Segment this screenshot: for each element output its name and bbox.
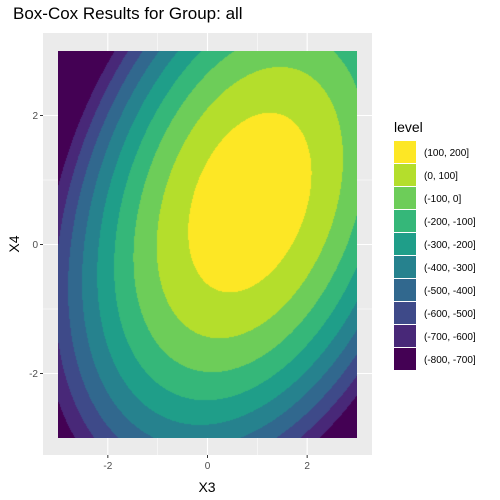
legend-swatch	[394, 256, 416, 278]
x-tick-label: 2	[304, 461, 310, 472]
x-tick-label: 0	[205, 461, 211, 472]
legend-label: (-300, -200]	[424, 240, 476, 251]
legend: level (100, 200] (0, 100] (-100, 0] (-200, …	[394, 119, 476, 370]
legend-title: level	[394, 119, 423, 135]
contour-raster	[58, 51, 357, 438]
y-axis-label: X4	[6, 235, 22, 252]
legend-swatch	[394, 302, 416, 324]
legend-label: (-200, -100]	[424, 217, 476, 228]
y-tick-label: 2	[32, 111, 38, 122]
x-tick-label: -2	[103, 461, 112, 472]
legend-swatch	[394, 141, 416, 163]
chart-title: Box-Cox Results for Group: all	[13, 4, 243, 23]
x-axis-label: X3	[198, 479, 215, 495]
legend-swatch	[394, 325, 416, 347]
legend-label: (-800, -700]	[424, 355, 476, 366]
legend-label: (100, 200]	[424, 148, 469, 159]
legend-swatch	[394, 233, 416, 255]
legend-swatch	[394, 348, 416, 370]
x-axis: -2 0 2	[103, 455, 310, 472]
y-tick-label: 0	[32, 240, 38, 251]
legend-swatch	[394, 279, 416, 301]
legend-label: (0, 100]	[424, 171, 458, 182]
legend-swatch	[394, 187, 416, 209]
legend-label: (-400, -300]	[424, 263, 476, 274]
contour-fill	[58, 51, 357, 438]
legend-label: (-700, -600]	[424, 332, 476, 343]
legend-swatch	[394, 164, 416, 186]
legend-swatch	[394, 210, 416, 232]
legend-label: (-100, 0]	[424, 194, 461, 205]
y-tick-label: -2	[29, 369, 38, 380]
legend-label: (-600, -500]	[424, 309, 476, 320]
y-axis: -2 0 2	[29, 111, 43, 380]
legend-label: (-500, -400]	[424, 286, 476, 297]
